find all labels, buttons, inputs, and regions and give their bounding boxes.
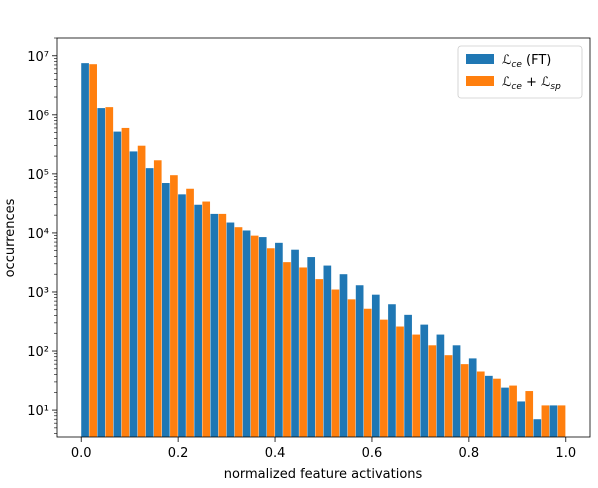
bar-ce-sp-26: [509, 385, 517, 437]
x-tick-label: 0.6: [362, 446, 383, 461]
bar-ft-11: [258, 237, 267, 437]
bar-ce-sp-16: [347, 299, 356, 437]
y-tick-label: 10²: [27, 345, 49, 360]
bar-ce-sp-14: [315, 279, 324, 437]
bar-ft-24: [468, 358, 477, 437]
bar-ft-5: [161, 183, 170, 437]
x-tick-label: 0.0: [71, 446, 92, 461]
y-tick-label: 10⁶: [27, 109, 49, 124]
bar-ce-sp-10: [250, 235, 259, 437]
bar-ft-3: [129, 151, 138, 438]
legend-swatch-ft: [466, 54, 494, 64]
bar-ft-29: [549, 405, 558, 437]
bar-ce-sp-7: [202, 201, 211, 437]
x-tick-label: 0.2: [168, 446, 189, 461]
bar-ft-2: [113, 131, 122, 437]
y-axis-label: occurrences: [3, 198, 18, 277]
bar-ft-27: [517, 401, 525, 437]
x-ticks: 0.0 0.2 0.4 0.6 0.8 1.0: [71, 437, 576, 461]
bar-ce-sp-12: [283, 262, 291, 437]
x-tick-label: 1.0: [555, 446, 576, 461]
bar-ce-sp-19: [396, 326, 404, 437]
bar-ce-sp-18: [380, 319, 388, 437]
bar-ce-sp-25: [493, 378, 501, 437]
bar-ft-4: [145, 168, 154, 437]
x-tick-label: 0.4: [265, 446, 286, 461]
bar-ft-26: [501, 387, 509, 437]
bars: [81, 63, 566, 438]
bar-ft-20: [404, 314, 412, 437]
x-tick-label: 0.8: [459, 446, 480, 461]
bar-ce-sp-6: [186, 188, 194, 437]
y-ticks: 10¹ 10² 10³ 10⁴ 10⁵ 10⁶ 10⁷: [27, 37, 57, 434]
legend-label-ce-sp: ℒce + ℒsp: [502, 75, 561, 92]
bar-ft-8: [210, 213, 219, 437]
x-axis-label: normalized feature activations: [224, 467, 423, 482]
y-tick-label: 10⁵: [27, 168, 49, 183]
bar-ft-10: [242, 230, 251, 437]
bar-ce-sp-17: [363, 308, 372, 437]
bar-ce-sp-24: [476, 371, 485, 437]
bar-ce-sp-28: [541, 405, 550, 437]
legend-swatch-ce-sp: [466, 76, 494, 86]
bar-ft-22: [436, 334, 445, 437]
bar-ft-18: [371, 294, 380, 437]
bar-ce-sp-8: [218, 213, 227, 437]
bar-ft-23: [452, 345, 461, 437]
legend-label-ft: ℒce (FT): [502, 53, 551, 70]
bar-ft-13: [291, 249, 299, 437]
bar-ce-sp-0: [89, 64, 97, 437]
y-tick-label: 10¹: [27, 404, 49, 419]
bar-ft-6: [178, 194, 186, 437]
bar-ce-sp-21: [428, 345, 437, 437]
bar-ft-12: [275, 242, 283, 437]
bar-ce-sp-22: [444, 355, 453, 437]
bar-ce-sp-5: [170, 175, 178, 437]
bar-ce-sp-27: [525, 391, 534, 437]
y-tick-label: 10⁷: [27, 50, 49, 65]
bar-ft-0: [81, 63, 89, 438]
bar-ce-sp-20: [412, 334, 421, 437]
bar-ft-25: [485, 375, 493, 437]
bar-ft-7: [194, 204, 202, 437]
bar-ft-28: [533, 419, 542, 437]
bar-ce-sp-11: [266, 248, 275, 437]
bar-ce-sp-3: [137, 145, 146, 437]
plot-frame: [56, 37, 591, 438]
bar-ft-1: [97, 108, 106, 437]
bar-ft-15: [323, 265, 332, 437]
bar-ce-sp-4: [153, 160, 162, 437]
bar-ce-sp-13: [299, 267, 307, 437]
bar-ft-19: [388, 304, 396, 437]
bar-ft-16: [339, 274, 348, 437]
bar-ce-sp-2: [121, 127, 130, 438]
legend: ℒce (FT) ℒce + ℒsp: [457, 45, 583, 99]
bar-ft-21: [420, 324, 429, 437]
bar-ce-sp-29: [557, 405, 566, 437]
bar-ce-sp-15: [331, 289, 340, 437]
bar-ce-sp-23: [460, 364, 469, 437]
bar-ft-17: [355, 285, 364, 437]
bar-ce-sp-1: [105, 107, 114, 437]
y-tick-label: 10⁴: [27, 227, 49, 242]
bar-ft-14: [307, 257, 316, 437]
bar-ce-sp-9: [234, 227, 243, 437]
y-tick-label: 10³: [27, 286, 49, 301]
bar-ft-9: [226, 222, 235, 437]
